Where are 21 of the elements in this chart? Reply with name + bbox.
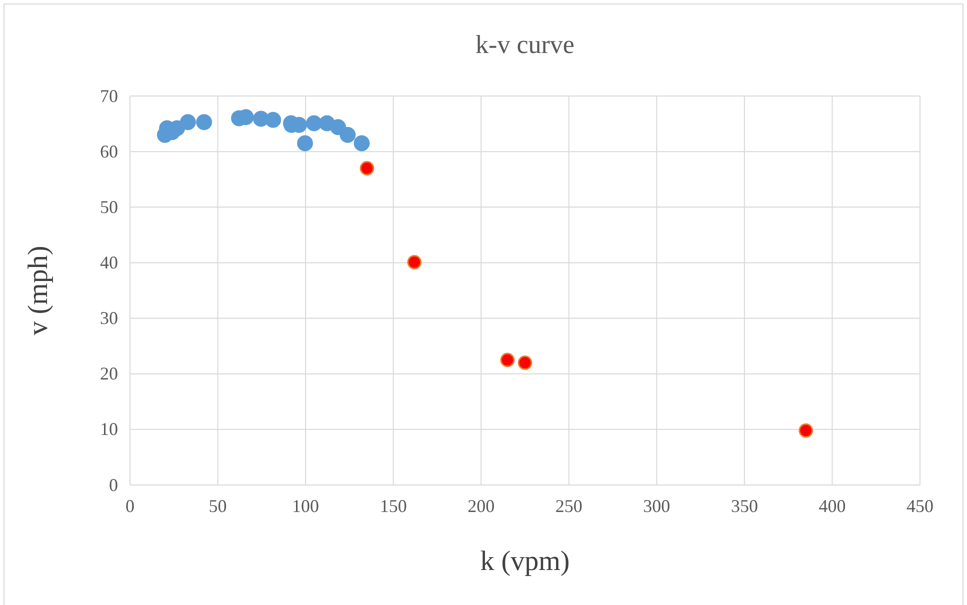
y-tick-label: 20 (100, 364, 118, 384)
y-tick-label: 50 (100, 196, 118, 217)
y-tick-label: 70 (100, 86, 118, 106)
x-axis-title: k (vpm) (480, 546, 570, 577)
x-tick-label: 300 (643, 496, 670, 516)
y-tick-label: 60 (100, 141, 118, 162)
x-tick-label: 450 (906, 496, 934, 516)
x-tick-label: 100 (292, 496, 320, 516)
y-tick-label: 10 (100, 419, 118, 440)
x-tick-label: 150 (380, 496, 407, 516)
x-tick-label: 200 (468, 496, 495, 516)
y-tick-label: 30 (100, 308, 118, 328)
x-tick-label: 400 (818, 496, 846, 516)
y-tick-label: 40 (100, 252, 118, 272)
y-axis-title: v (mph) (23, 246, 54, 336)
x-tick-label: 250 (555, 496, 582, 516)
y-tick-label: 0 (109, 474, 118, 495)
chart-title: k-v curve (476, 30, 574, 59)
x-tick-label: 350 (730, 496, 758, 516)
x-tick-label: 0 (126, 496, 134, 516)
x-tick-label: 50 (208, 496, 227, 516)
